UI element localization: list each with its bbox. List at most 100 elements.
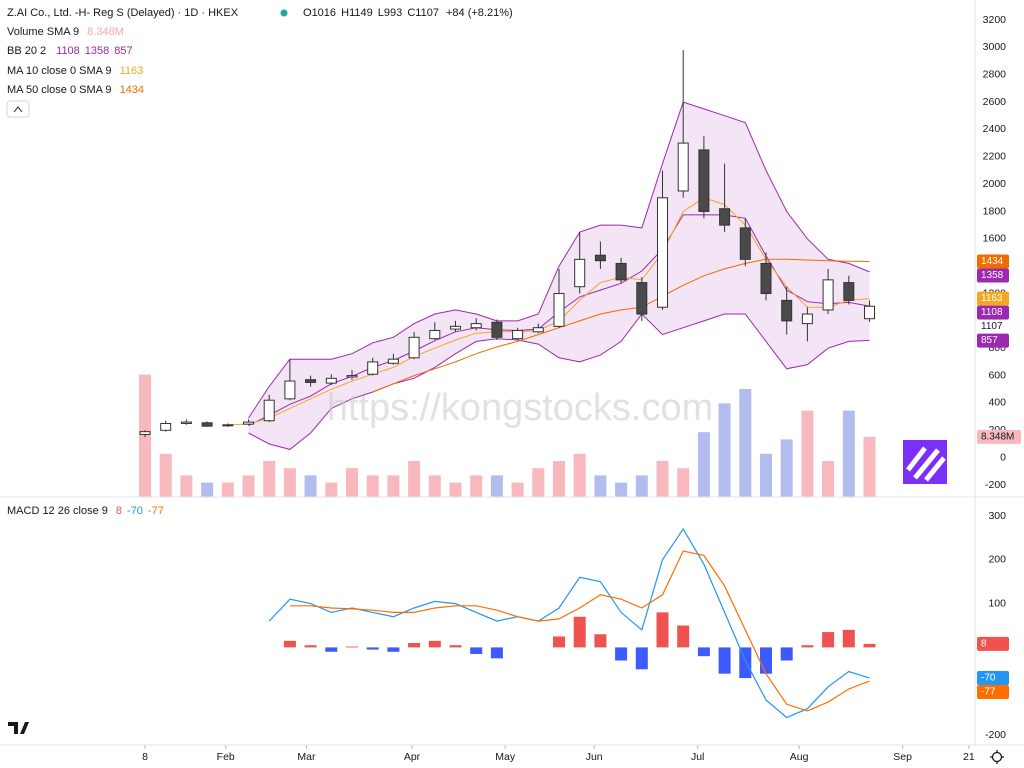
ma50-legend[interactable]: MA 50 close 0 SMA 9 1434 bbox=[7, 84, 144, 96]
ohlc-value: 1107 bbox=[415, 7, 439, 19]
status-dot bbox=[280, 9, 288, 17]
volume-bar bbox=[387, 475, 400, 497]
x-tick-label: Mar bbox=[297, 751, 316, 763]
price-badge-label: -70 bbox=[981, 673, 996, 684]
indicator-value: -77 bbox=[148, 505, 164, 517]
macd-histogram-bar bbox=[822, 632, 835, 648]
price-badge bbox=[977, 671, 1009, 686]
candle-body bbox=[367, 361, 379, 375]
price-badge-label: 1108 bbox=[981, 307, 1003, 318]
x-tick-label: 8 bbox=[142, 751, 148, 763]
ohlc-label: O bbox=[303, 7, 312, 19]
price-badge bbox=[977, 685, 1009, 700]
candle-body bbox=[325, 377, 337, 384]
indicator-value: 8 bbox=[116, 505, 122, 517]
gear bbox=[991, 751, 1003, 763]
candle-body bbox=[801, 313, 813, 325]
volume-bar bbox=[760, 453, 772, 497]
candle-body bbox=[263, 399, 275, 422]
volume-bar bbox=[863, 436, 876, 497]
indicator-value: 1358 bbox=[85, 45, 109, 57]
macd-histogram-bar bbox=[760, 647, 772, 674]
volume-bar bbox=[283, 468, 296, 497]
candle-body bbox=[781, 299, 793, 322]
macd-histogram-bar bbox=[718, 647, 731, 674]
indicator-value: 857 bbox=[114, 45, 132, 57]
macd-histogram-bar bbox=[283, 640, 296, 648]
collapse-button[interactable] bbox=[6, 100, 30, 118]
volume-bar bbox=[677, 468, 690, 497]
macd-histogram-bar bbox=[346, 646, 358, 648]
bb-legend[interactable]: BB 20 2 1108 1358 857 bbox=[7, 45, 133, 57]
macd-histogram-bar bbox=[635, 647, 648, 670]
macd-histogram-bar bbox=[780, 647, 793, 661]
volume-bar bbox=[635, 475, 648, 497]
candle-body bbox=[450, 325, 461, 330]
macd-histogram-bar bbox=[470, 647, 483, 654]
ma10-legend[interactable]: MA 10 close 0 SMA 9 1163 bbox=[7, 65, 143, 77]
volume-bar bbox=[511, 482, 524, 497]
candle-body bbox=[864, 305, 875, 320]
macd-histogram-bar bbox=[801, 645, 814, 648]
x-tick-label: Sep bbox=[893, 751, 912, 763]
candle-body bbox=[305, 379, 317, 383]
candle-body bbox=[201, 422, 213, 427]
macd-histogram-bar bbox=[387, 647, 400, 652]
macd-histogram-bar bbox=[553, 636, 565, 648]
gear-teeth bbox=[990, 750, 1004, 764]
y-tick-label: 600 bbox=[988, 369, 1006, 381]
indicator-value: 1108 bbox=[56, 45, 80, 57]
candle-body bbox=[677, 142, 689, 192]
macd-histogram-bar bbox=[449, 645, 462, 648]
tradingview-logo[interactable] bbox=[8, 722, 29, 734]
y-tick-label: 2600 bbox=[983, 96, 1007, 108]
volume-legend[interactable]: Volume SMA 9 8.348M bbox=[7, 26, 124, 38]
volume-bar bbox=[428, 475, 441, 497]
y-tick-label: 2200 bbox=[983, 151, 1007, 163]
price-badge-label: 8 bbox=[981, 639, 987, 650]
y-tick-label: 200 bbox=[988, 554, 1006, 566]
price-badge bbox=[977, 333, 1009, 348]
macd-histogram-bar bbox=[573, 616, 586, 648]
indicator-value: 1163 bbox=[120, 65, 144, 77]
ma-line bbox=[372, 258, 870, 393]
macd-histogram-bar bbox=[428, 640, 441, 648]
bb-upper bbox=[248, 101, 870, 419]
price-badge-label: 1163 bbox=[981, 293, 1003, 304]
price-badge bbox=[977, 268, 1009, 283]
volume-bar bbox=[553, 461, 565, 497]
bb-lower bbox=[248, 313, 870, 450]
price-badge-label: 857 bbox=[981, 335, 998, 346]
x-tick-label: 21 bbox=[963, 751, 975, 763]
price-badge-label: 1434 bbox=[981, 256, 1004, 267]
volume-bar bbox=[573, 453, 586, 497]
legend-title: Z.AI Co., Ltd. -H- Reg S (Delayed) · 1D … bbox=[7, 7, 239, 19]
price-badge-label: 1358 bbox=[981, 270, 1004, 281]
indicator-name: MACD 12 26 close 9 bbox=[7, 505, 108, 517]
indicator-name: MA 10 close 0 SMA 9 bbox=[7, 65, 112, 77]
volume-bar bbox=[822, 461, 835, 497]
indicator-value: -70 bbox=[127, 505, 143, 517]
macd-legend[interactable]: MACD 12 26 close 9 8 -70 -77 bbox=[7, 505, 164, 517]
macd-histogram-bar bbox=[325, 647, 338, 652]
brand-logo bbox=[903, 440, 947, 484]
volume-bar bbox=[408, 461, 421, 497]
watermark: https://kongstocks.com bbox=[327, 387, 714, 429]
candle-body bbox=[160, 422, 172, 431]
ohlc-value: 1149 bbox=[349, 7, 373, 19]
volume-bar bbox=[718, 403, 731, 497]
volume-bar bbox=[615, 482, 628, 497]
candle-body bbox=[346, 375, 358, 378]
price-badge bbox=[977, 254, 1009, 269]
settings-icon[interactable] bbox=[990, 750, 1004, 764]
volume-bar bbox=[739, 389, 752, 497]
macd-histogram-bar bbox=[408, 643, 421, 648]
indicator-name: BB 20 2 bbox=[7, 45, 46, 57]
volume-bar bbox=[180, 475, 193, 497]
macd-histogram-bar bbox=[697, 647, 710, 657]
y-tick-label: -200 bbox=[985, 479, 1006, 491]
price-badge-label: 1107 bbox=[981, 321, 1003, 332]
y-tick-label: 0 bbox=[1000, 451, 1006, 463]
volume-bar bbox=[697, 432, 710, 497]
